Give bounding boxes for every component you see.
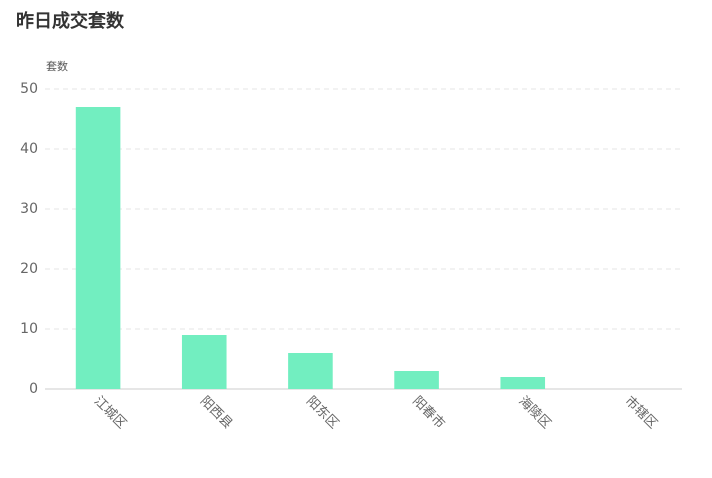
x-tick-label: 阳东区 xyxy=(303,394,341,432)
x-tick-label: 阳西县 xyxy=(197,394,235,432)
y-axis-label: 套数 xyxy=(46,60,68,73)
bar xyxy=(75,107,121,389)
bar xyxy=(394,371,439,389)
x-tick-label: 江城区 xyxy=(91,394,129,432)
y-tick-label: 10 xyxy=(20,321,38,337)
y-tick-label: 50 xyxy=(20,81,38,97)
chart-title: 昨日成交套数 xyxy=(16,10,125,32)
bar xyxy=(288,353,333,389)
x-tick-label: 海陵区 xyxy=(515,394,553,432)
y-tick-label: 0 xyxy=(29,381,38,397)
y-tick-label: 20 xyxy=(20,261,38,277)
x-tick-label: 市辖区 xyxy=(622,393,661,432)
x-tick-label: 阳春市 xyxy=(409,393,448,432)
y-tick-label: 30 xyxy=(20,201,38,217)
y-tick-label: 40 xyxy=(20,141,38,157)
bar xyxy=(181,335,227,389)
bar xyxy=(500,377,546,389)
